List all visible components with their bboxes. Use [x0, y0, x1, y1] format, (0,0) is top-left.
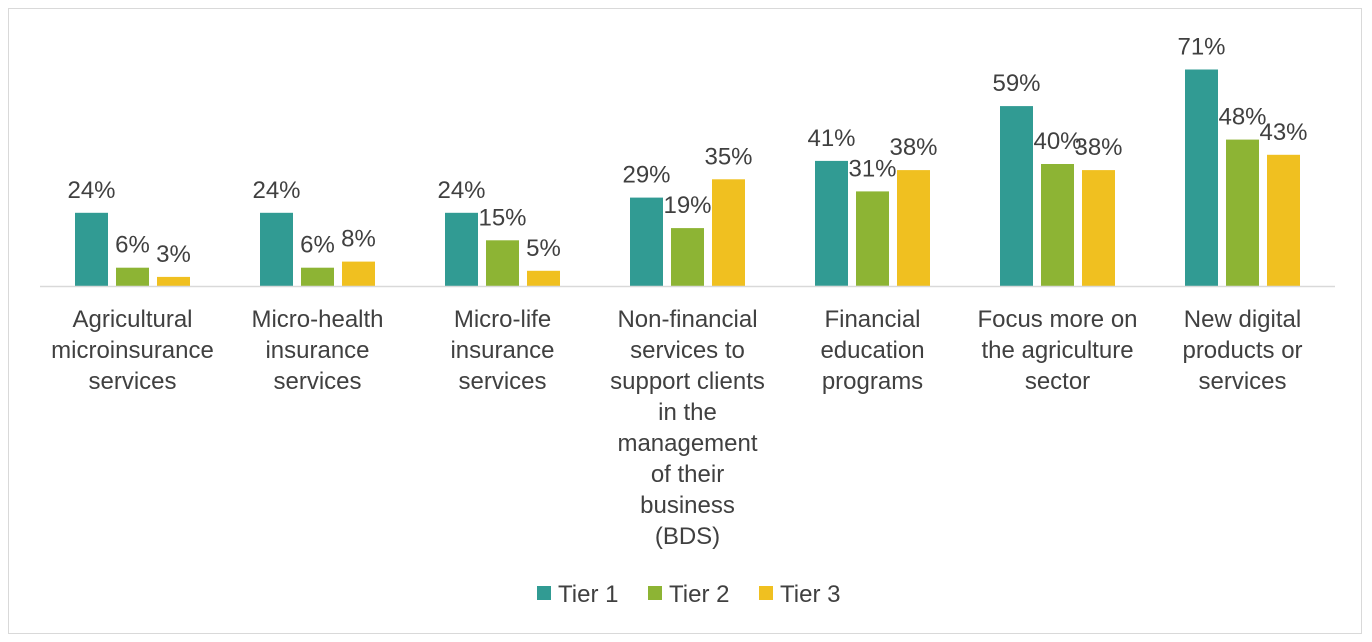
- category-label-line: support clients: [610, 368, 765, 395]
- category-labels-group: Agricultural microinsurance servicesMicro-…: [51, 306, 1302, 550]
- category-label-line: insurance: [265, 337, 369, 364]
- category-label-line: microinsurance: [51, 337, 214, 364]
- category-label-line: Micro-health: [251, 306, 383, 333]
- bar-tier-1-6: [1185, 69, 1218, 286]
- data-label-tier-2-6: 48%: [1218, 104, 1266, 131]
- legend-label-tier-2: Tier 2: [669, 581, 729, 608]
- data-label-tier-3-0: 3%: [156, 241, 191, 268]
- category-label-line: sector: [1025, 368, 1090, 395]
- data-labels-group: 24%6% 3%24%6% 8%24%15%5%29%19%35%41%31%38%…: [67, 34, 1307, 268]
- category-label-0: Agricultural microinsurance services: [51, 306, 214, 395]
- category-label-3: Non-financial services to support clients i…: [610, 306, 765, 550]
- category-label-line: insurance: [450, 337, 554, 364]
- data-label-tier-1-6: 71%: [1177, 34, 1225, 61]
- data-label-tier-2-5: 40%: [1033, 128, 1081, 155]
- bar-tier-2-6: [1226, 139, 1259, 286]
- data-label-tier-2-4: 31%: [848, 155, 896, 182]
- bar-tier-2-1: [301, 267, 334, 286]
- category-label-5: Focus more on the agriculture sector: [977, 306, 1137, 395]
- bar-tier-2-3: [671, 228, 704, 287]
- data-label-tier-3-6: 43%: [1259, 119, 1307, 146]
- category-label-line: business: [640, 492, 735, 519]
- bar-tier-1-3: [630, 197, 663, 286]
- data-label-tier-3-1: 8%: [341, 226, 376, 253]
- category-label-line: services: [458, 368, 546, 395]
- category-label-line: in the: [658, 399, 717, 426]
- category-label-line: products or: [1182, 337, 1302, 364]
- bar-tier-2-5: [1041, 164, 1074, 286]
- category-label-line: (BDS): [655, 523, 720, 550]
- bar-tier-3-5: [1082, 170, 1115, 286]
- data-label-tier-3-4: 38%: [889, 134, 937, 161]
- category-label-line: New digital: [1184, 306, 1301, 333]
- category-label-line: services: [273, 368, 361, 395]
- bar-tier-3-1: [342, 261, 375, 286]
- category-label-line: education: [820, 337, 924, 364]
- bar-tier-3-6: [1267, 154, 1300, 286]
- category-label-line: services: [1198, 368, 1286, 395]
- data-label-tier-1-3: 29%: [622, 162, 670, 189]
- bar-tier-2-2: [486, 240, 519, 287]
- bar-tier-2-0: [116, 267, 149, 286]
- data-label-tier-1-5: 59%: [992, 70, 1040, 97]
- category-label-line: Micro-life: [454, 306, 551, 333]
- data-label-tier-2-3: 19%: [663, 192, 711, 219]
- data-label-tier-2-1: 6%: [300, 232, 335, 259]
- category-label-line: services: [88, 368, 176, 395]
- category-label-line: services to: [630, 337, 745, 364]
- category-label-4: Financial education programs: [820, 306, 924, 395]
- legend-swatch-tier-2: [648, 586, 662, 600]
- category-label-line: Focus more on: [977, 306, 1137, 333]
- bar-tier-1-4: [815, 160, 848, 286]
- category-label-line: Non-financial: [617, 306, 757, 333]
- category-label-1: Micro-health insurance services: [251, 306, 383, 395]
- category-label-line: programs: [822, 368, 923, 395]
- bars-group: [75, 69, 1300, 287]
- data-label-tier-2-2: 15%: [478, 204, 526, 231]
- category-label-line: the agriculture: [981, 337, 1133, 364]
- bar-tier-1-2: [445, 212, 478, 286]
- chart-frame: [8, 8, 1362, 634]
- category-label-line: Agricultural: [72, 306, 192, 333]
- data-label-tier-1-4: 41%: [807, 125, 855, 152]
- data-label-tier-3-3: 35%: [704, 143, 752, 170]
- data-label-tier-2-0: 6%: [115, 232, 150, 259]
- data-label-tier-1-0: 24%: [67, 177, 115, 204]
- bar-tier-1-1: [260, 212, 293, 286]
- legend-label-tier-3: Tier 3: [780, 581, 840, 608]
- legend-label-tier-1: Tier 1: [558, 581, 618, 608]
- data-label-tier-3-2: 5%: [526, 235, 561, 262]
- category-label-line: of their: [651, 461, 724, 488]
- category-label-line: Financial: [824, 306, 920, 333]
- bar-tier-2-4: [856, 191, 889, 286]
- bar-tier-3-3: [712, 179, 745, 287]
- data-label-tier-1-1: 24%: [252, 177, 300, 204]
- legend-swatch-tier-3: [759, 586, 773, 600]
- category-label-6: New digital products or services: [1182, 306, 1302, 395]
- data-label-tier-1-2: 24%: [437, 177, 485, 204]
- bar-tier-3-0: [157, 276, 190, 287]
- category-label-2: Micro-life insurance services: [450, 306, 554, 395]
- data-label-tier-3-5: 38%: [1074, 134, 1122, 161]
- legend-swatch-tier-1: [537, 586, 551, 600]
- bar-tier-1-5: [1000, 106, 1033, 286]
- bar-tier-1-0: [75, 212, 108, 286]
- category-label-line: management: [617, 430, 757, 457]
- bar-tier-3-4: [897, 170, 930, 286]
- bar-tier-3-2: [527, 270, 560, 287]
- legend: Tier 1 Tier 2 Tier 3: [537, 581, 840, 608]
